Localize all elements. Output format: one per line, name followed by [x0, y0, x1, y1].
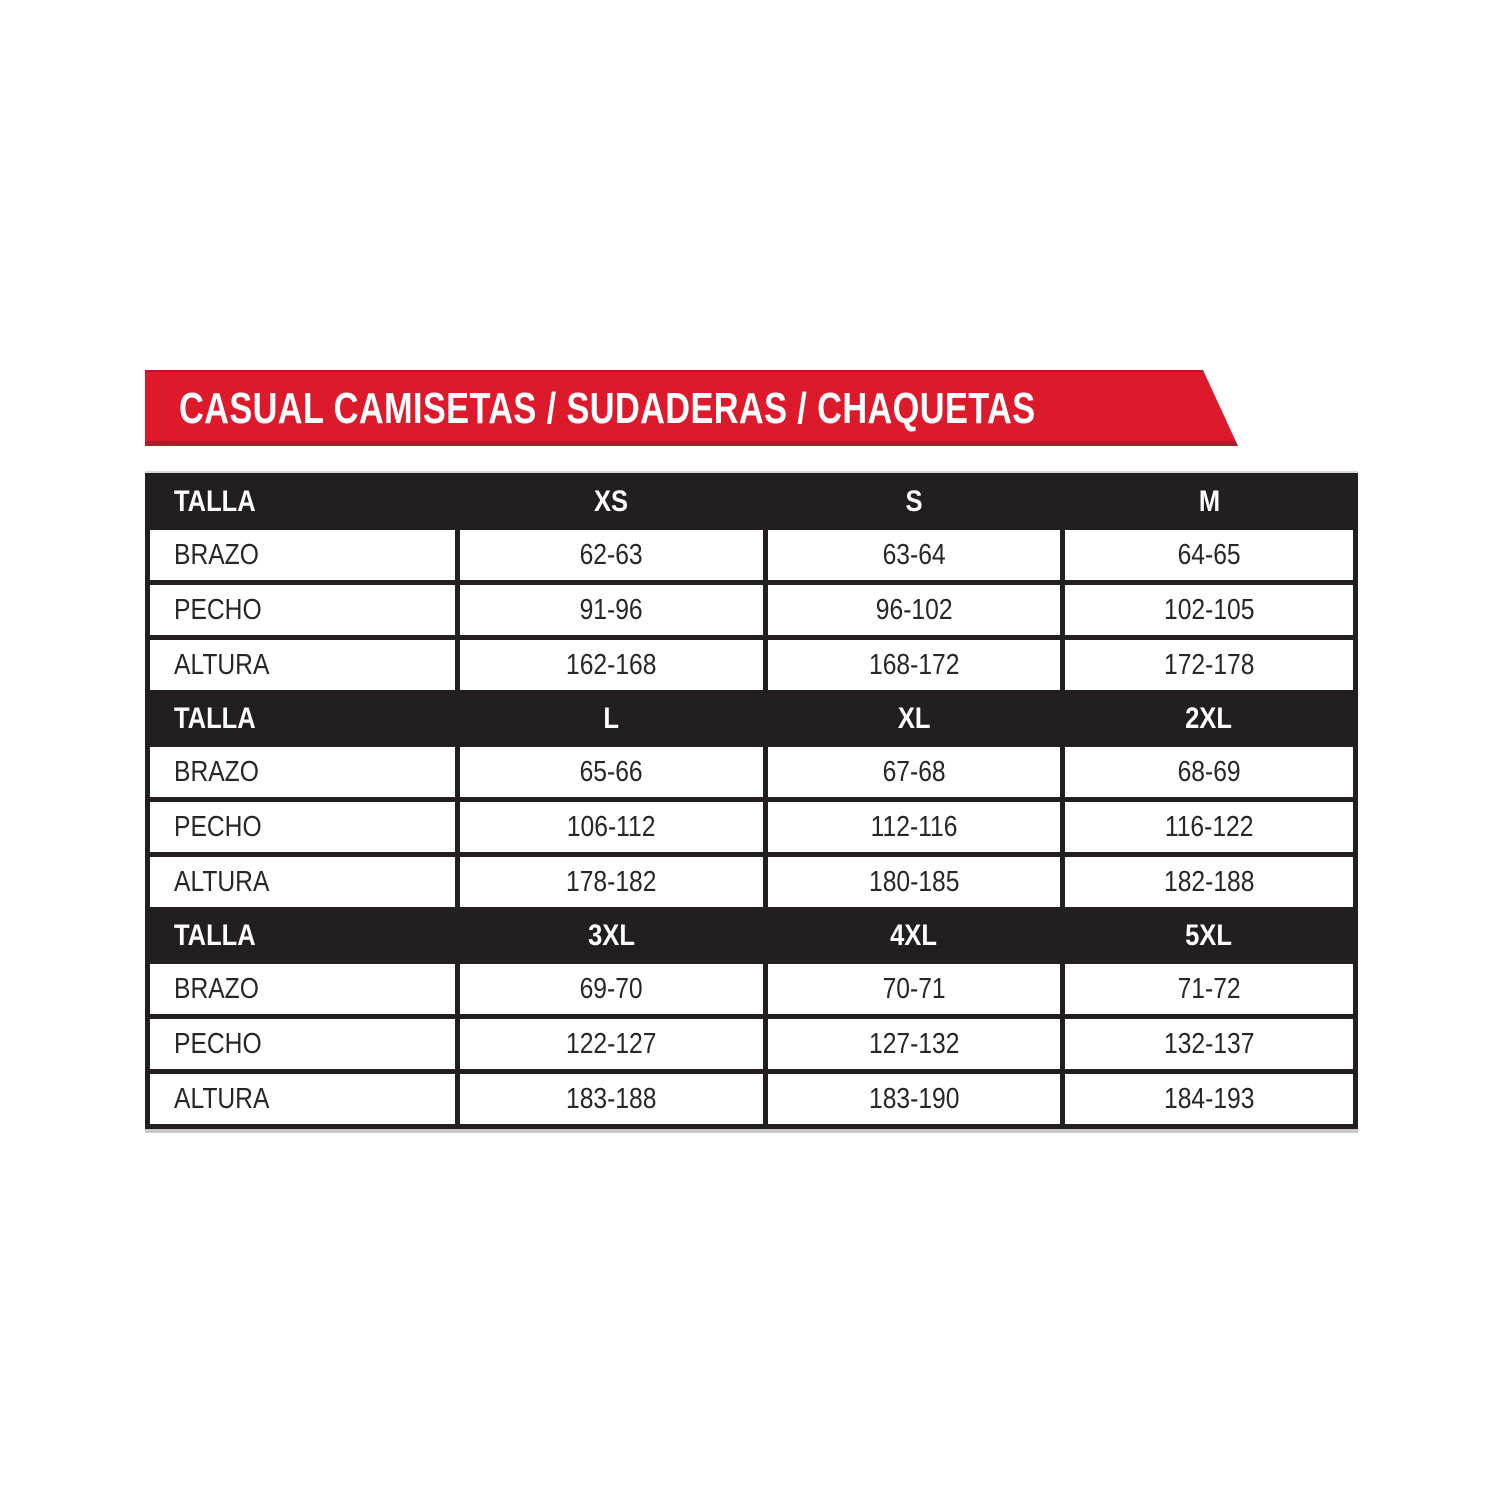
value-cell: 132-137 [1060, 1014, 1358, 1074]
value-cell: 62-63 [455, 525, 768, 585]
measure-label-cell: PECHO [145, 580, 460, 640]
talla-header-cell: TALLA [145, 907, 460, 964]
talla-header-cell: TALLA [145, 690, 460, 747]
value-cell: 178-182 [455, 852, 768, 912]
value-cell: 182-188 [1060, 852, 1358, 912]
measure-label-cell: BRAZO [145, 959, 460, 1019]
measure-label-cell: ALTURA [145, 852, 460, 912]
size-header-cell: 2XL [1060, 690, 1358, 747]
value-cell: 91-96 [455, 580, 768, 640]
measure-label-cell: BRAZO [145, 742, 460, 802]
value-cell: 127-132 [763, 1014, 1065, 1074]
size-header-cell: S [763, 473, 1065, 530]
value-cell: 106-112 [455, 797, 768, 857]
value-cell: 71-72 [1060, 959, 1358, 1019]
value-cell: 64-65 [1060, 525, 1358, 585]
size-header-cell: 3XL [455, 907, 768, 964]
value-cell: 168-172 [763, 635, 1065, 695]
size-chart-table: TALLA XS S M BRAZO 62-63 63-64 64-65 PEC… [145, 473, 1358, 1129]
value-cell: 183-190 [763, 1069, 1065, 1129]
value-cell: 112-116 [763, 797, 1065, 857]
value-cell: 68-69 [1060, 742, 1358, 802]
measure-label-cell: ALTURA [145, 635, 460, 695]
measure-row: PECHO 91-96 96-102 102-105 [145, 580, 1358, 640]
measure-row: PECHO 122-127 127-132 132-137 [145, 1014, 1358, 1074]
measure-label-cell: PECHO [145, 1014, 460, 1074]
measure-label-cell: PECHO [145, 797, 460, 857]
value-cell: 184-193 [1060, 1069, 1358, 1129]
measure-row: PECHO 106-112 112-116 116-122 [145, 797, 1358, 857]
talla-header-cell: TALLA [145, 473, 460, 530]
value-cell: 180-185 [763, 852, 1065, 912]
value-cell: 122-127 [455, 1014, 768, 1074]
size-header-cell: XS [455, 473, 768, 530]
size-header-row: TALLA XS S M [145, 473, 1358, 530]
banner-title: CASUAL CAMISETAS / SUDADERAS / CHAQUETAS [179, 384, 1036, 433]
value-cell: 116-122 [1060, 797, 1358, 857]
value-cell: 102-105 [1060, 580, 1358, 640]
measure-row: ALTURA 178-182 180-185 182-188 [145, 852, 1358, 912]
value-cell: 65-66 [455, 742, 768, 802]
value-cell: 162-168 [455, 635, 768, 695]
value-cell: 63-64 [763, 525, 1065, 585]
size-header-cell: 5XL [1060, 907, 1358, 964]
measure-label-cell: BRAZO [145, 525, 460, 585]
measure-label-cell: ALTURA [145, 1069, 460, 1129]
value-cell: 69-70 [455, 959, 768, 1019]
size-header-row: TALLA 3XL 4XL 5XL [145, 907, 1358, 964]
measure-row: ALTURA 162-168 168-172 172-178 [145, 635, 1358, 695]
measure-row: BRAZO 69-70 70-71 71-72 [145, 959, 1358, 1019]
size-header-cell: 4XL [763, 907, 1065, 964]
value-cell: 96-102 [763, 580, 1065, 640]
measure-row: ALTURA 183-188 183-190 184-193 [145, 1069, 1358, 1129]
value-cell: 67-68 [763, 742, 1065, 802]
size-header-cell: M [1060, 473, 1358, 530]
value-cell: 70-71 [763, 959, 1065, 1019]
size-header-cell: L [455, 690, 768, 747]
value-cell: 172-178 [1060, 635, 1358, 695]
measure-row: BRAZO 62-63 63-64 64-65 [145, 525, 1358, 585]
size-header-row: TALLA L XL 2XL [145, 690, 1358, 747]
section-banner: CASUAL CAMISETAS / SUDADERAS / CHAQUETAS [145, 370, 1238, 446]
measure-row: BRAZO 65-66 67-68 68-69 [145, 742, 1358, 802]
size-header-cell: XL [763, 690, 1065, 747]
value-cell: 183-188 [455, 1069, 768, 1129]
